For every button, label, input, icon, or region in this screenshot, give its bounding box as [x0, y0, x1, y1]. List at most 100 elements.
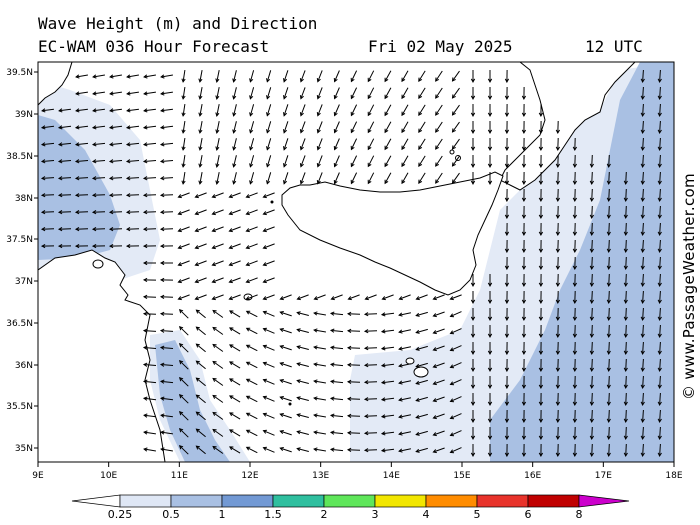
wave-arrow-head	[623, 197, 628, 203]
wave-arrow-head	[555, 316, 561, 322]
wave-arrow-head	[623, 384, 628, 390]
wave-arrow-head	[57, 142, 63, 147]
wave-arrow	[249, 70, 255, 82]
wave-arrow-head	[142, 328, 148, 333]
wave-arrow	[249, 138, 255, 150]
wave-arrow	[659, 392, 661, 406]
wave-arrow-head	[487, 299, 493, 305]
wave-arrow	[109, 177, 123, 179]
wave-arrow	[92, 177, 106, 179]
wave-arrow	[608, 307, 610, 321]
wave-arrow-head	[363, 414, 369, 419]
wave-arrow-head	[91, 193, 97, 198]
wave-arrow-head	[143, 91, 148, 96]
wave-arrow	[381, 329, 395, 333]
wave-arrow	[229, 446, 241, 454]
wave-arrow-head	[198, 95, 203, 100]
wave-arrow-head	[159, 294, 165, 300]
wave-arrow-head	[262, 412, 267, 417]
wave-arrow-head	[657, 231, 662, 237]
wave-arrow-head	[521, 384, 527, 390]
wave-arrow-head	[350, 111, 355, 117]
wave-arrow	[246, 310, 258, 318]
wave-arrow-head	[435, 77, 440, 82]
wave-arrow-head	[415, 380, 420, 385]
lon-label: 14E	[383, 471, 400, 481]
wave-arrow-head	[108, 209, 114, 215]
wave-arrow-head	[538, 299, 544, 305]
wave-arrow-head	[262, 262, 267, 267]
wave-arrow-head	[657, 163, 662, 169]
wave-arrow	[608, 273, 610, 287]
wave-arrow	[182, 155, 186, 167]
wave-arrow	[364, 449, 378, 451]
wave-arrow	[283, 138, 289, 150]
wave-arrow	[212, 446, 224, 454]
wave-arrow-head	[380, 346, 386, 351]
wave-arrow	[625, 273, 627, 287]
wave-arrow-head	[262, 344, 267, 349]
wave-arrow	[608, 324, 610, 338]
wave-arrow-head	[470, 112, 476, 118]
wave-arrow	[266, 172, 272, 184]
wave-arrow	[75, 177, 89, 179]
wave-arrow	[126, 142, 140, 146]
wave-arrow-head	[606, 299, 611, 305]
wave-arrow-head	[299, 95, 304, 100]
wave-arrow-head	[215, 146, 220, 151]
wave-arrow-head	[640, 350, 645, 356]
wave-arrow	[280, 345, 292, 351]
wave-arrow-head	[589, 163, 595, 169]
wave-arrow-head	[470, 129, 476, 135]
wave-arrow	[196, 360, 206, 370]
wave-arrow	[143, 177, 157, 179]
wave-arrow	[381, 448, 395, 452]
wave-arrow-head	[487, 112, 493, 118]
wave-arrow	[384, 70, 392, 82]
sicily-land	[281, 171, 504, 296]
legend-swatch	[170, 494, 223, 508]
wave-arrow	[246, 277, 258, 283]
wave-arrow	[41, 142, 55, 146]
wave-arrow	[280, 447, 292, 453]
wave-arrow-head	[159, 125, 165, 130]
wave-arrow-head	[487, 418, 493, 424]
wave-arrow	[229, 310, 241, 318]
wave-arrow-head	[142, 176, 148, 181]
wave-arrow	[300, 104, 306, 116]
wave-arrow	[246, 260, 258, 266]
wave-arrow-head	[572, 214, 578, 220]
wave-arrow-head	[330, 296, 335, 301]
wave-arrow	[233, 138, 237, 150]
wave-arrow-head	[92, 74, 97, 79]
wave-arrow	[58, 211, 72, 213]
wave-arrow	[229, 192, 241, 198]
wave-arrow	[381, 380, 395, 384]
wave-arrow	[416, 328, 428, 334]
wave-arrow-head	[538, 435, 544, 441]
wave-arrow-head	[296, 328, 301, 333]
wave-arrow-head	[228, 262, 233, 267]
wave-arrow	[399, 329, 411, 333]
wave-arrow-head	[555, 146, 561, 152]
wave-arrow-head	[57, 226, 63, 232]
wave-arrow-head	[159, 379, 165, 384]
wave-arrow-head	[313, 430, 318, 435]
wave-arrow	[216, 121, 220, 133]
wave-arrow-head	[418, 179, 423, 184]
wave-arrow-head	[640, 452, 645, 458]
wave-arrow-head	[142, 379, 148, 384]
legend-over-arrow	[578, 494, 630, 508]
wave-arrow	[246, 344, 258, 352]
wave-arrow-head	[415, 296, 420, 301]
legend-swatch	[323, 494, 376, 508]
wave-arrow	[263, 226, 275, 232]
wave-arrow-head	[333, 128, 338, 134]
wave-arrow	[297, 363, 309, 367]
wave-arrow-head	[92, 91, 97, 96]
wave-arrow-head	[589, 299, 595, 305]
wave-arrow	[160, 125, 174, 129]
wave-arrow-head	[432, 449, 437, 454]
wave-arrow-head	[623, 299, 628, 305]
wave-arrow	[143, 397, 157, 401]
